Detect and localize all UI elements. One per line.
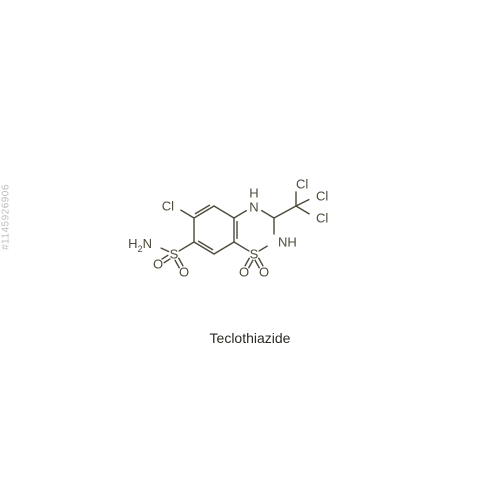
diagram-stage: HNNHSOOClClClClSOOH2N Teclothiazide #114…	[0, 0, 500, 500]
molecule-svg: HNNHSOOClClClClSOOH2N	[0, 0, 500, 500]
svg-text:H2N: H2N	[128, 236, 152, 254]
svg-text:O: O	[259, 264, 269, 279]
svg-text:Cl: Cl	[316, 210, 328, 225]
svg-text:Cl: Cl	[296, 176, 308, 191]
svg-text:NH: NH	[278, 234, 297, 249]
svg-text:O: O	[153, 256, 163, 271]
svg-text:Cl: Cl	[162, 198, 174, 213]
svg-text:O: O	[239, 264, 249, 279]
svg-text:N: N	[249, 199, 258, 214]
svg-text:S: S	[250, 246, 259, 261]
svg-text:O: O	[179, 264, 189, 279]
svg-text:Cl: Cl	[316, 188, 328, 203]
svg-text:S: S	[170, 246, 179, 261]
stock-watermark: #1145926906	[1, 184, 12, 250]
molecule-caption: Teclothiazide	[0, 330, 500, 346]
